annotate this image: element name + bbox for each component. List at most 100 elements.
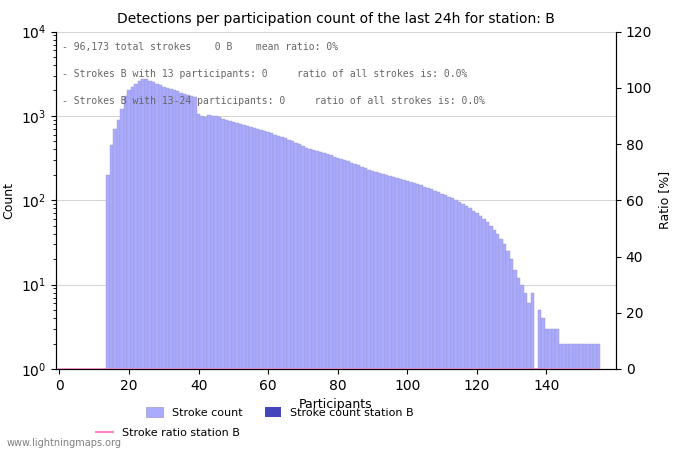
Bar bbox=[398, 179, 402, 450]
Bar bbox=[569, 344, 573, 450]
Bar bbox=[451, 198, 454, 450]
Bar bbox=[583, 344, 587, 450]
Bar bbox=[343, 160, 346, 450]
Bar bbox=[437, 192, 440, 450]
Bar bbox=[402, 180, 405, 450]
Bar bbox=[531, 293, 534, 450]
Bar bbox=[312, 150, 315, 450]
Bar bbox=[389, 176, 392, 450]
Bar bbox=[392, 177, 395, 450]
Bar bbox=[357, 165, 360, 450]
Bar bbox=[152, 82, 155, 450]
Bar bbox=[172, 90, 176, 450]
Bar bbox=[235, 123, 239, 450]
Bar bbox=[225, 120, 228, 450]
Bar bbox=[270, 133, 274, 450]
Bar bbox=[433, 191, 437, 450]
Y-axis label: Count: Count bbox=[2, 182, 15, 219]
Bar bbox=[179, 93, 183, 450]
Bar bbox=[527, 303, 531, 450]
Bar bbox=[232, 122, 235, 450]
Title: Detections per participation count of the last 24h for station: B: Detections per participation count of th… bbox=[117, 12, 555, 26]
Bar bbox=[513, 270, 517, 450]
Bar bbox=[458, 202, 461, 450]
Bar bbox=[423, 187, 426, 450]
Bar bbox=[444, 195, 447, 450]
Bar bbox=[573, 344, 576, 450]
Bar bbox=[566, 344, 569, 450]
Bar bbox=[113, 129, 117, 450]
Bar bbox=[350, 162, 354, 450]
Bar bbox=[559, 344, 562, 450]
Bar bbox=[405, 181, 409, 450]
Text: - Strokes B with 13-24 participants: 0     ratio of all strokes is: 0.0%: - Strokes B with 13-24 participants: 0 r… bbox=[62, 96, 484, 106]
Bar bbox=[541, 318, 545, 450]
Bar bbox=[597, 344, 601, 450]
Bar bbox=[290, 141, 294, 450]
Bar bbox=[284, 139, 287, 450]
Bar bbox=[176, 91, 179, 450]
Bar bbox=[308, 149, 312, 450]
Bar bbox=[472, 211, 475, 450]
Bar bbox=[419, 185, 423, 450]
Bar bbox=[138, 81, 141, 450]
Bar bbox=[315, 151, 318, 450]
Bar bbox=[368, 170, 371, 450]
Bar bbox=[263, 131, 267, 450]
Bar bbox=[461, 204, 465, 450]
Bar bbox=[493, 230, 496, 450]
Bar bbox=[280, 137, 284, 450]
Bar bbox=[545, 329, 548, 450]
Bar bbox=[580, 344, 583, 450]
Bar bbox=[110, 145, 113, 450]
Bar bbox=[479, 216, 482, 450]
Bar bbox=[256, 129, 260, 450]
Bar bbox=[131, 87, 134, 450]
Bar bbox=[193, 97, 197, 450]
Bar bbox=[260, 130, 263, 450]
Bar bbox=[555, 329, 559, 450]
Bar bbox=[127, 90, 131, 450]
Bar bbox=[354, 164, 357, 450]
Bar bbox=[506, 251, 510, 450]
Bar bbox=[318, 152, 322, 450]
Bar bbox=[267, 132, 270, 450]
Bar bbox=[500, 238, 503, 450]
Bar bbox=[378, 173, 382, 450]
Bar bbox=[301, 146, 304, 450]
Bar bbox=[374, 172, 378, 450]
Bar bbox=[239, 124, 242, 450]
Bar bbox=[218, 117, 221, 450]
Bar bbox=[298, 144, 301, 450]
Bar bbox=[221, 118, 225, 450]
Bar bbox=[329, 155, 332, 450]
Bar bbox=[482, 219, 486, 450]
Bar bbox=[120, 109, 124, 450]
Bar bbox=[486, 222, 489, 450]
Bar bbox=[249, 127, 253, 450]
Bar bbox=[148, 81, 152, 450]
Bar bbox=[430, 189, 433, 450]
Bar bbox=[371, 171, 374, 450]
Bar bbox=[385, 175, 389, 450]
Bar bbox=[416, 184, 419, 450]
Bar bbox=[183, 94, 186, 450]
Bar bbox=[277, 136, 280, 450]
Bar bbox=[253, 128, 256, 450]
Bar bbox=[426, 188, 430, 450]
Bar bbox=[326, 154, 329, 450]
Bar bbox=[382, 174, 385, 450]
Bar bbox=[155, 84, 159, 450]
Bar bbox=[548, 329, 552, 450]
Bar bbox=[395, 178, 398, 450]
Bar bbox=[468, 208, 472, 450]
Bar bbox=[340, 159, 343, 450]
Bar bbox=[465, 206, 468, 450]
Bar bbox=[346, 161, 350, 450]
Bar bbox=[141, 80, 145, 450]
Bar bbox=[200, 116, 204, 450]
Bar bbox=[520, 284, 524, 450]
Bar bbox=[242, 125, 246, 450]
Bar bbox=[322, 153, 326, 450]
Text: - 96,173 total strokes    0 B    mean ratio: 0%: - 96,173 total strokes 0 B mean ratio: 0… bbox=[62, 42, 337, 52]
